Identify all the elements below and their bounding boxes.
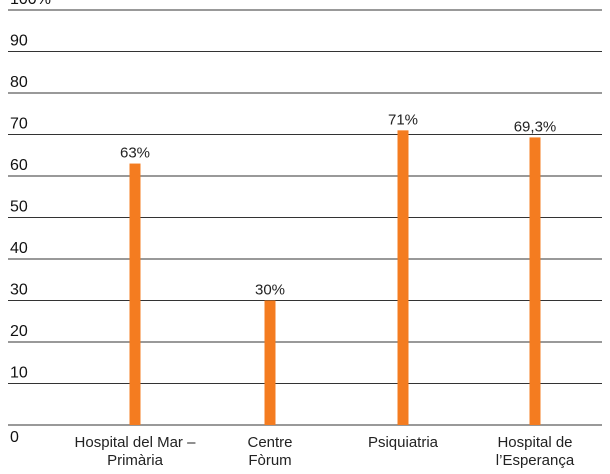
y-tick-label-5: 50 — [10, 199, 28, 216]
y-tick-label-6: 60 — [10, 157, 28, 174]
y-axis-ticks: 0 10 20 30 40 50 60 70 80 90 100% — [10, 0, 51, 446]
y-tick-label-9: 90 — [10, 33, 28, 50]
y-tick-label-1: 10 — [10, 365, 28, 382]
bars — [129, 130, 541, 426]
category-label-2-line-0: Psiquiatria — [368, 434, 439, 451]
y-tick-label-7: 70 — [10, 116, 28, 133]
data-labels: 63% 30% 71% 69,3% — [120, 111, 556, 298]
data-label-0: 63% — [120, 145, 150, 162]
category-label-1-line-1: Fòrum — [248, 452, 291, 469]
category-label-3-line-0: Hospital de — [497, 434, 572, 451]
data-label-3: 69,3% — [514, 118, 557, 135]
bar-0 — [129, 163, 141, 426]
y-tick-label-0: 0 — [10, 429, 19, 446]
gridlines — [8, 9, 602, 426]
data-label-2: 71% — [388, 111, 418, 128]
category-label-0-line-1: Primària — [107, 452, 163, 469]
data-label-1: 30% — [255, 282, 285, 299]
y-tick-label-2: 20 — [10, 323, 28, 340]
bar-3 — [529, 137, 541, 425]
category-label-0-line-0: Hospital del Mar – — [75, 434, 197, 451]
y-tick-label-4: 40 — [10, 240, 28, 257]
y-tick-label-3: 30 — [10, 282, 28, 299]
y-tick-label-8: 80 — [10, 74, 28, 91]
bar-1 — [264, 300, 276, 425]
y-tick-label-10: 100% — [10, 0, 51, 8]
category-label-1-line-0: Centre — [247, 434, 292, 451]
category-label-3-line-1: l’Esperança — [496, 452, 575, 469]
bar-2 — [397, 130, 409, 425]
